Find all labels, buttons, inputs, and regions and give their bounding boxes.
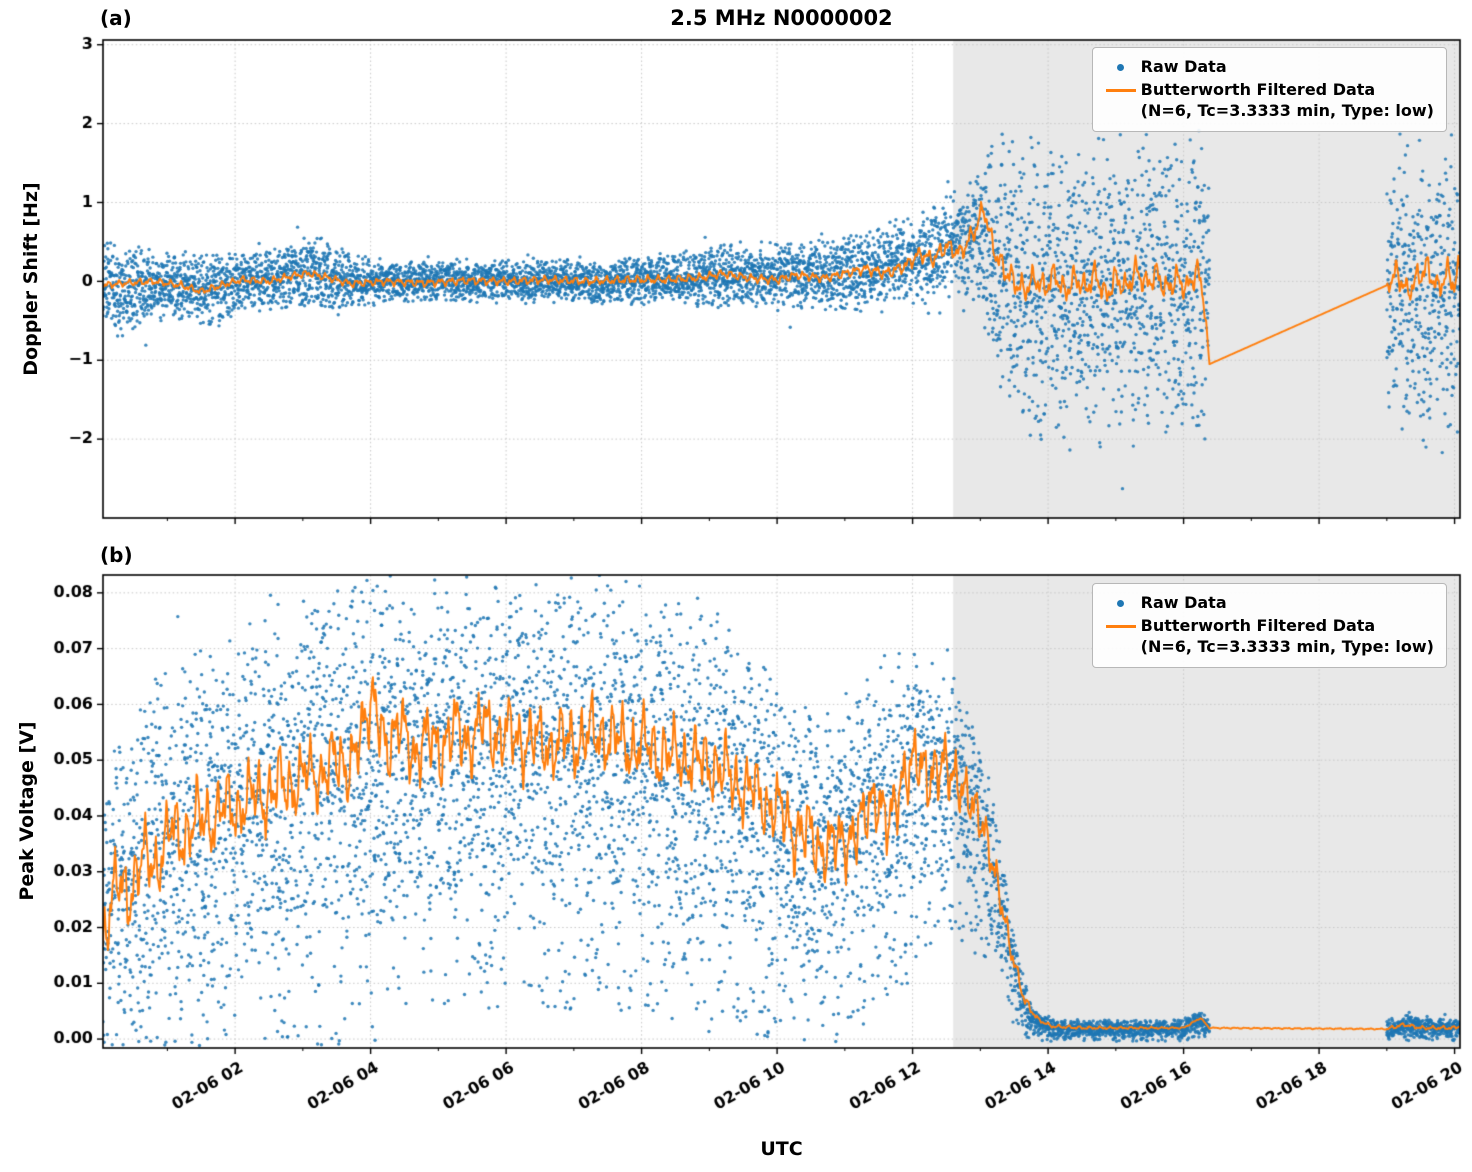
- panel-b-tag: (b): [100, 543, 133, 567]
- filtered-line-marker-icon: [1101, 80, 1141, 101]
- legend-filtered-label-line2: (N=6, Tc=3.3333 min, Type: low): [1140, 636, 1434, 656]
- figure-title: 2.5 MHz N0000002: [670, 6, 893, 30]
- legend-panel-a: Raw Data Butterworth Filtered Data (N=6,…: [1091, 47, 1447, 132]
- filtered-line-marker-icon: [1101, 616, 1141, 637]
- legend-filtered-label-line1: Butterworth Filtered Data: [1140, 616, 1376, 635]
- legend-panel-b: Raw Data Butterworth Filtered Data (N=6,…: [1091, 583, 1447, 668]
- legend-raw-label: Raw Data: [1140, 57, 1227, 76]
- legend-entry-raw: Raw Data: [1101, 593, 1434, 614]
- y-axis-label-a: Doppler Shift [Hz]: [20, 182, 42, 376]
- panel-a-tag: (a): [100, 6, 132, 30]
- legend-filtered-label-line2: (N=6, Tc=3.3333 min, Type: low): [1140, 100, 1434, 120]
- y-axis-label-b: Peak Voltage [V]: [16, 721, 38, 901]
- raw-data-marker-icon: [1101, 593, 1141, 614]
- legend-raw-label: Raw Data: [1140, 593, 1227, 612]
- legend-entry-filtered: Butterworth Filtered Data (N=6, Tc=3.333…: [1101, 616, 1434, 658]
- legend-entry-raw: Raw Data: [1101, 57, 1434, 78]
- legend-filtered-label-line1: Butterworth Filtered Data: [1140, 80, 1376, 99]
- raw-data-marker-icon: [1101, 57, 1141, 78]
- legend-entry-filtered: Butterworth Filtered Data (N=6, Tc=3.333…: [1101, 80, 1434, 122]
- x-axis-label: UTC: [760, 1138, 803, 1160]
